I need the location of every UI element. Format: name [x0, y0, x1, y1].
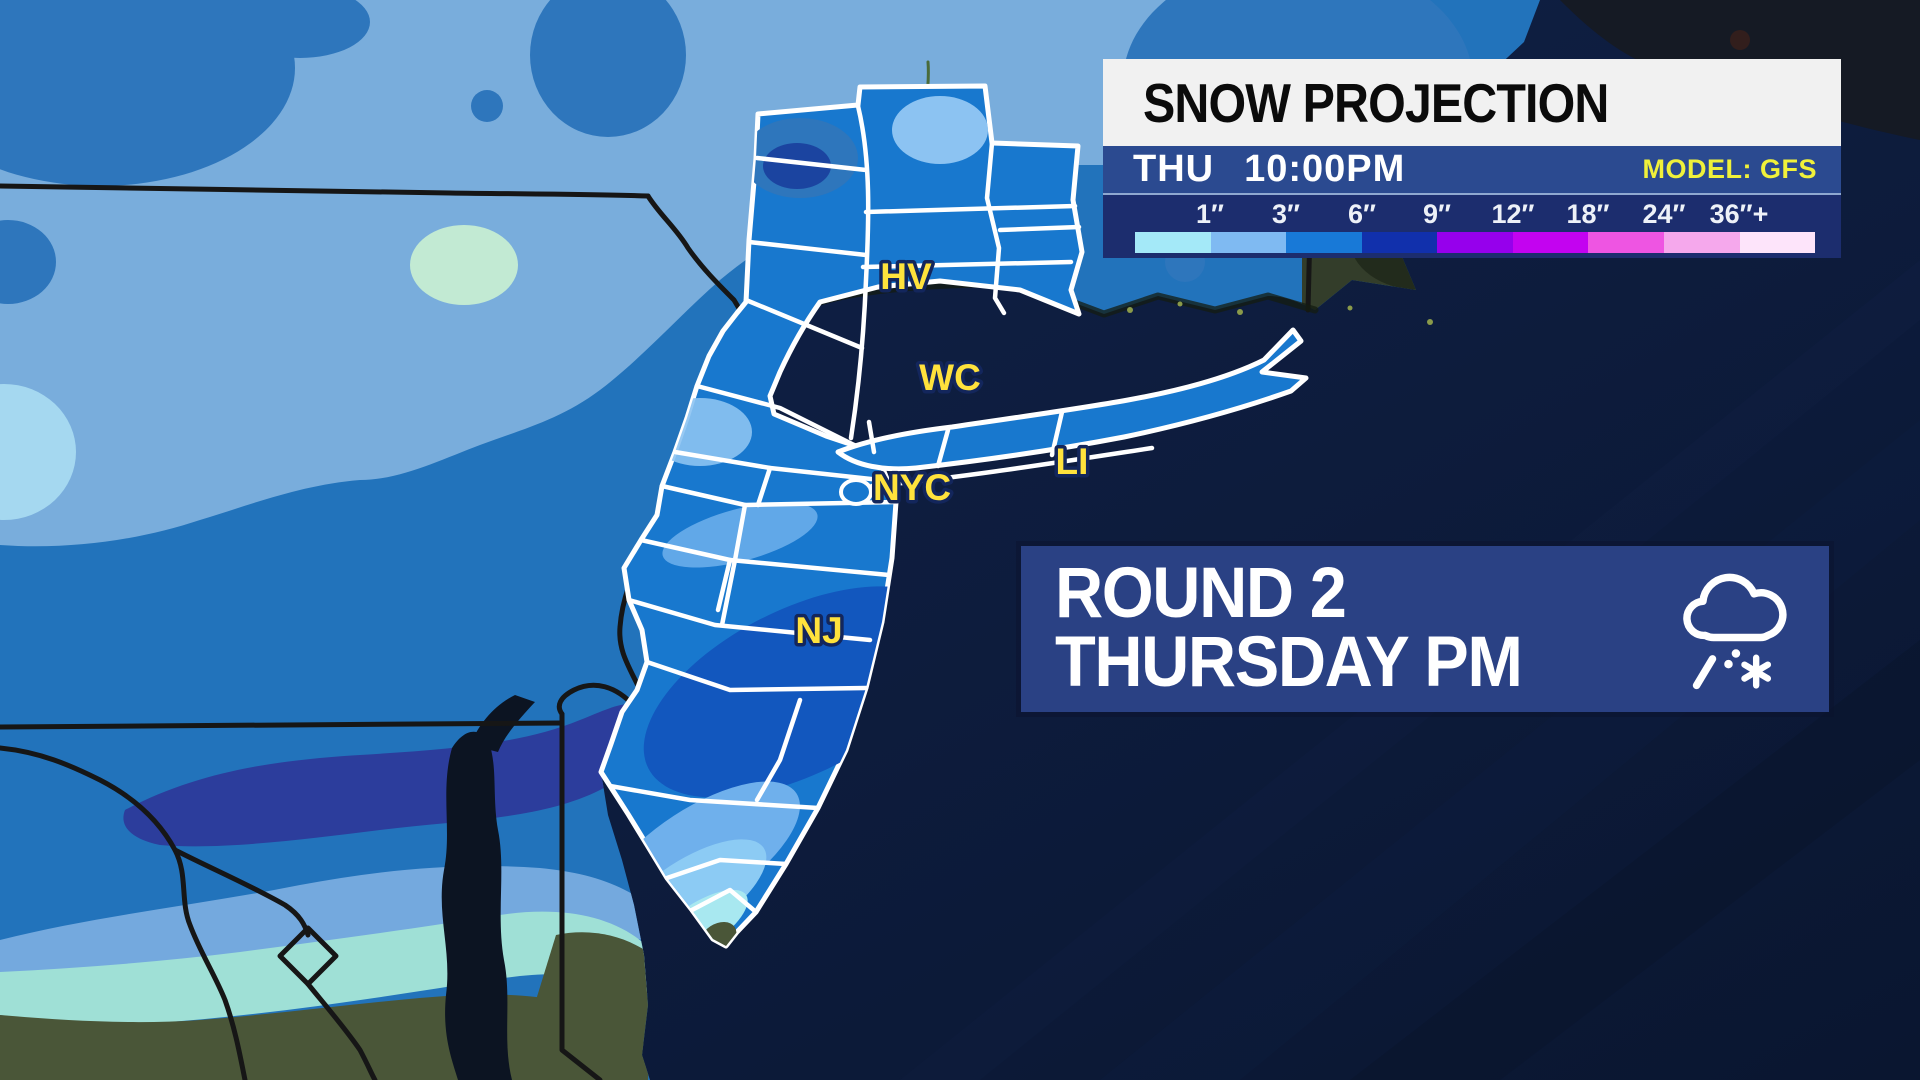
- scale-swatch: [1286, 232, 1362, 253]
- label-wc: WC: [919, 357, 981, 398]
- scale-tick: 1″: [1196, 199, 1224, 229]
- scale-swatch: [1210, 232, 1287, 253]
- legend-title: SNOW PROJECTION: [1143, 71, 1609, 134]
- label-nj: NJ: [795, 610, 842, 651]
- time-value: 10:00PM: [1244, 148, 1406, 190]
- scale-tick: 12″: [1491, 199, 1535, 229]
- li-county-line: [1049, 409, 1065, 458]
- snowflake-icon: [1741, 654, 1772, 689]
- label-nyc: NYC: [873, 467, 951, 508]
- scale-swatch: [1512, 232, 1589, 253]
- label-li: LI: [1056, 441, 1089, 482]
- snow-cloud-icon: [1683, 573, 1787, 690]
- scale-tick: 24″: [1642, 199, 1686, 229]
- scale-swatch: [1361, 232, 1438, 253]
- scale-swatch: [1739, 232, 1816, 253]
- region-labels: HV WC NYC LI NJ: [792, 253, 1092, 655]
- barrier-islands: [869, 445, 1155, 489]
- headline-line1: ROUND 2: [1055, 554, 1347, 634]
- scale-tick: 9″: [1423, 199, 1451, 229]
- staten-island: [839, 478, 873, 506]
- headline-line2: THURSDAY PM: [1055, 623, 1523, 702]
- county-borders: [607, 103, 1082, 915]
- long-island: [835, 327, 1309, 472]
- scale-tick: 3″: [1272, 199, 1300, 229]
- satellite-speck: [1730, 30, 1750, 50]
- scale-swatch: [1588, 232, 1664, 253]
- legend-title-bar: SNOW PROJECTION: [1103, 59, 1841, 146]
- time-day: THU: [1133, 148, 1215, 190]
- color-scale-bar: [1135, 232, 1816, 253]
- manhattan: [866, 419, 877, 455]
- legend-time-bar: THU 10:00PM MODEL: GFS: [1103, 146, 1841, 193]
- legend-scale-strip: 1″ 3″ 6″ 9″ 12″ 18″ 24″ 36″+: [1103, 193, 1841, 258]
- scale-tick: 6″: [1348, 199, 1376, 229]
- headline-text: ROUND 2 THURSDAY PM: [1055, 554, 1523, 702]
- li-county-line: [935, 427, 951, 469]
- label-hv: HV: [880, 256, 932, 297]
- scale-tick: 36″+: [1709, 199, 1769, 229]
- scale-tick: 18″: [1566, 199, 1610, 229]
- scale-swatch: [1437, 232, 1513, 253]
- coast-specks: [1127, 301, 1433, 325]
- model-label: MODEL: GFS: [1642, 154, 1817, 184]
- scale-swatch: [1663, 232, 1740, 253]
- headline-banner: ROUND 2 THURSDAY PM: [1021, 546, 1829, 712]
- legend-panel: SNOW PROJECTION THU 10:00PM MODEL: GFS 1…: [1103, 59, 1841, 258]
- scale-swatch: [1135, 232, 1211, 253]
